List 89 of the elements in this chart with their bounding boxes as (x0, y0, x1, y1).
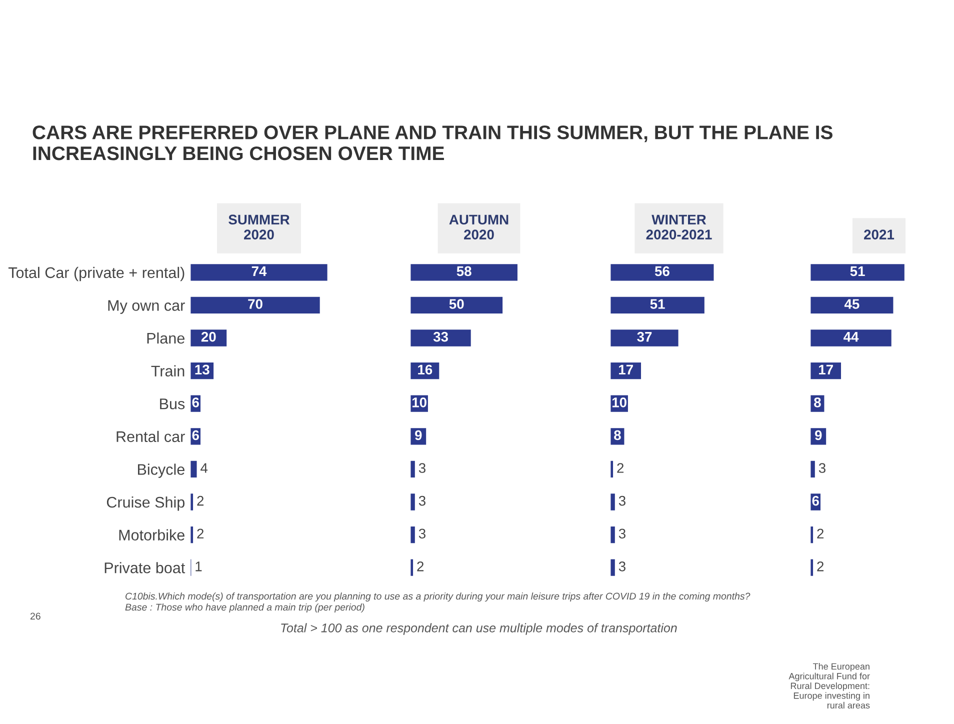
data-label: 3 (418, 463, 426, 473)
bar (190, 262, 328, 282)
y-tick-label: My own car (108, 300, 185, 314)
data-label: 1 (196, 562, 202, 572)
data-label: 6 (812, 496, 819, 506)
y-tick-label: Rental car (116, 430, 185, 442)
data-label: 3 (618, 561, 626, 572)
bar (610, 262, 716, 282)
data-label: 2 (197, 496, 204, 506)
y-tick-label: Bicycle (138, 464, 184, 478)
data-label: 6 (192, 397, 199, 408)
y-tick-label: Train (151, 365, 184, 376)
text: Base : Those who have planned a main trip (per period) (125, 603, 364, 613)
data-label: 70 (248, 299, 262, 309)
bar (410, 328, 472, 348)
data-label: 10 (412, 397, 426, 408)
data-label: 10 (612, 397, 626, 408)
bar (810, 295, 895, 315)
data-label: 44 (844, 332, 859, 342)
bar (810, 361, 842, 381)
bar (810, 459, 816, 479)
data-label: 3 (418, 528, 426, 539)
bar (410, 426, 428, 446)
bar (610, 525, 616, 545)
data-label: 17 (619, 364, 633, 374)
text: Total > 100 as one respondent can use multiple modes of transportation (281, 623, 677, 635)
data-label: 37 (637, 332, 652, 342)
data-label: 13 (195, 364, 210, 375)
data-label: 45 (844, 299, 860, 309)
data-label: 2 (417, 561, 424, 572)
data-label: 8 (614, 430, 621, 440)
data-label: 4 (200, 463, 208, 473)
bar (190, 492, 194, 512)
data-label: 17 (819, 364, 833, 374)
data-label: 8 (814, 397, 821, 408)
bar (610, 328, 680, 348)
data-label: 6 (192, 430, 199, 440)
data-label: 2 (817, 561, 824, 572)
data-label: 3 (618, 528, 626, 539)
bar (410, 262, 519, 282)
bar (810, 328, 893, 348)
bar (610, 295, 706, 315)
data-label: 3 (818, 463, 826, 473)
bar (610, 558, 616, 578)
bar (410, 525, 416, 545)
data-label: 33 (433, 332, 448, 342)
y-tick-label: Private boat (104, 562, 186, 574)
bar (810, 426, 828, 446)
data-label: 51 (650, 299, 665, 309)
bar (610, 459, 614, 479)
bar (810, 525, 814, 545)
text: CARS ARE PREFERRED OVER PLANE AND TRAIN THIS SUMMER, BUT THE PLANE IS INCREASINGLY BEING CHOSEN OVER TIME (32, 126, 832, 160)
data-label: 3 (418, 496, 426, 506)
bar (610, 361, 642, 381)
data-label: 51 (850, 266, 865, 276)
chart-subtitle: AUTUMN 2020 (449, 214, 508, 240)
data-label: 9 (415, 430, 422, 440)
data-label: 9 (815, 430, 822, 440)
bar (190, 525, 194, 545)
data-label: 2 (197, 528, 204, 538)
data-label: 20 (201, 332, 216, 342)
data-label: 3 (618, 496, 626, 506)
y-tick-label: Motorbike (119, 529, 184, 540)
data-label: 58 (456, 266, 472, 276)
data-label: 16 (418, 364, 432, 375)
data-label: 50 (449, 299, 464, 309)
text: 26 (30, 612, 40, 620)
text: C10bis.Which mode(s) of transportation are you planning to use as a priority during your main leisure trips after COVID 19 in the coming months? (126, 592, 750, 602)
bar (810, 558, 814, 578)
data-label: 74 (252, 266, 267, 276)
bar (810, 262, 906, 282)
chart-subtitle: WINTER 2020-2021 (646, 214, 712, 240)
bar (410, 492, 416, 512)
bar (410, 459, 416, 479)
data-label: 2 (617, 463, 624, 473)
bar (190, 295, 322, 315)
data-label: 2 (817, 528, 824, 538)
chart-subtitle: SUMMER 2020 (228, 214, 290, 240)
y-tick-label: Cruise Ship (106, 496, 184, 511)
bar (410, 558, 414, 578)
chart-subtitle: 2021 (864, 230, 894, 240)
y-tick-label: Plane (147, 332, 184, 344)
y-tick-label: Bus (160, 398, 185, 410)
data-label: 56 (654, 266, 670, 276)
bar (410, 295, 504, 315)
text: The European Agricultural Fund for Rural Development: Europe investing in rural areas (788, 663, 870, 709)
bar (610, 492, 616, 512)
y-tick-label: Total Car (private + rental) (8, 266, 184, 282)
bar (190, 459, 198, 479)
